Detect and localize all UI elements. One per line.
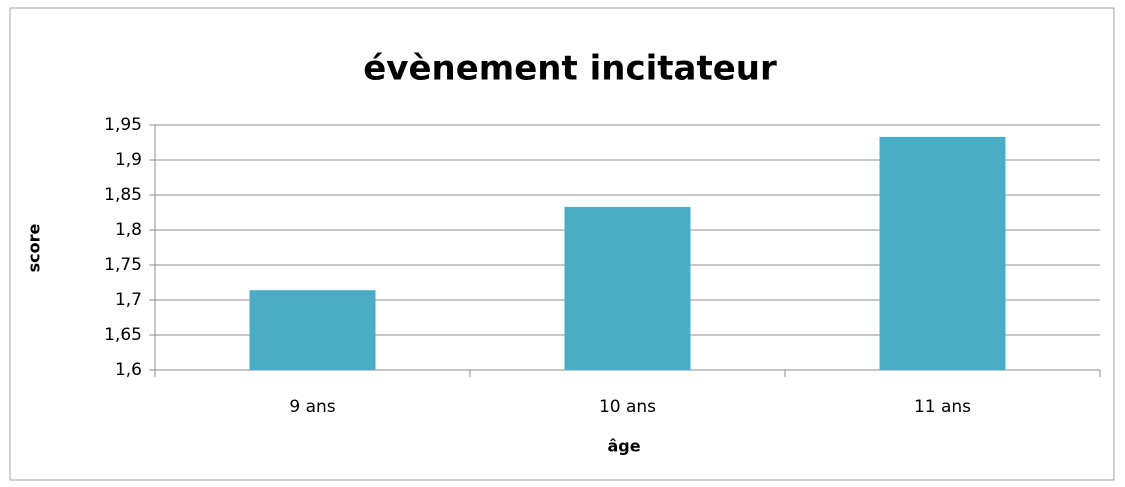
bar [879,136,1006,370]
y-tick-label: 1,9 [115,150,142,170]
x-tick-label: 11 ans [914,397,971,417]
y-tick-label: 1,7 [115,290,142,310]
y-axis-label: score [25,223,44,272]
chart-title: évènement incitateur [363,49,777,89]
bar [564,206,691,370]
y-tick-label: 1,6 [115,360,142,380]
y-tick-label: 1,75 [104,255,142,275]
x-tick-label: 10 ans [599,397,656,417]
y-tick-label: 1,95 [104,115,142,135]
bar [249,290,376,370]
y-tick-label: 1,65 [104,325,142,345]
x-tick-label: 9 ans [289,397,335,417]
y-tick-label: 1,8 [115,220,142,240]
y-tick-label: 1,85 [104,185,142,205]
x-axis-label: âge [607,437,640,456]
